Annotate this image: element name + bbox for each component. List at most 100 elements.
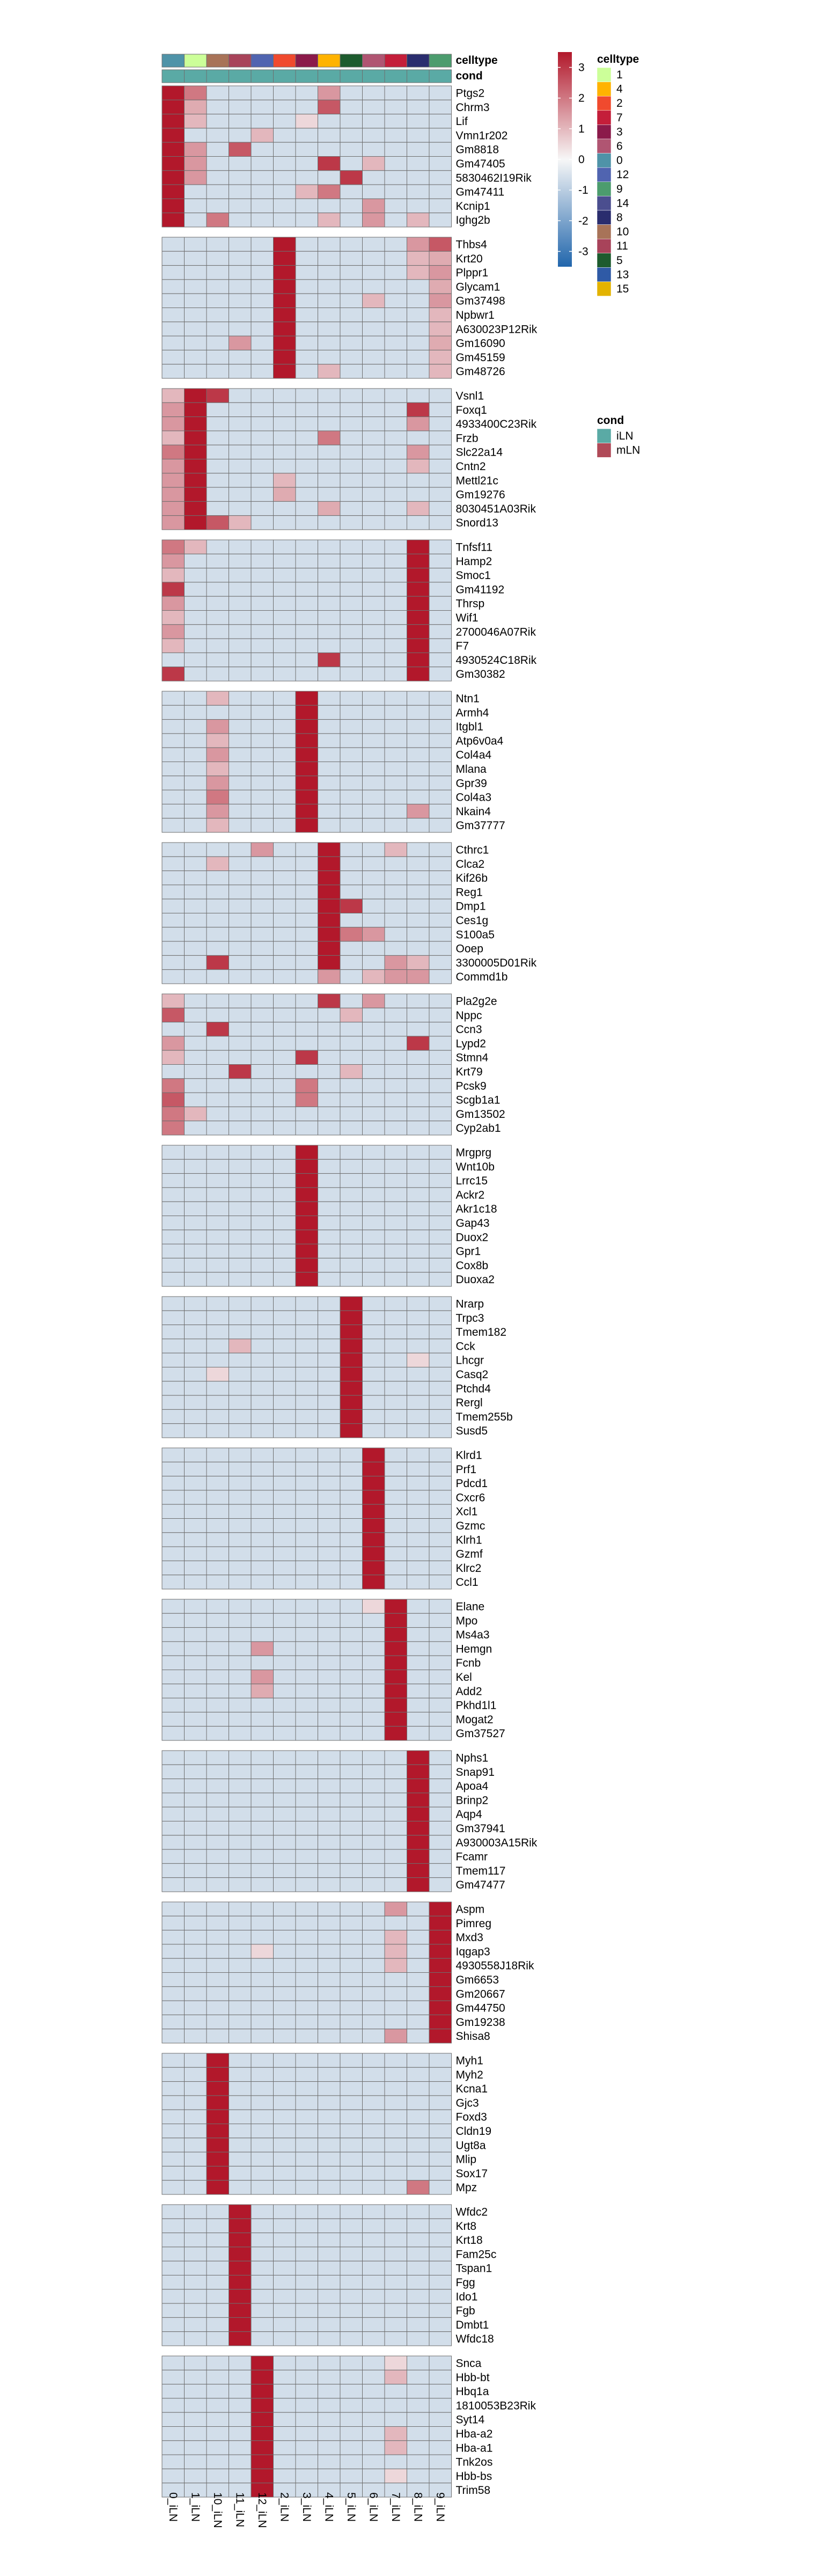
heatmap-cell	[184, 85, 207, 100]
heatmap-cell	[273, 747, 296, 762]
heatmap-cell	[206, 444, 229, 460]
gene-label: Wfdc18	[456, 2333, 494, 2345]
heatmap-cell	[318, 2165, 341, 2181]
heatmap-cell	[340, 1447, 363, 1462]
heatmap-cell	[362, 993, 385, 1008]
heatmap-cell	[251, 1546, 274, 1561]
heatmap-cell	[229, 2440, 252, 2455]
gene-label: Pdcd1	[456, 1477, 488, 1490]
heatmap-cell	[184, 388, 207, 403]
heatmap-cell	[251, 2000, 274, 2015]
heatmap-cell	[407, 114, 430, 129]
heatmap-cell	[384, 1655, 407, 1670]
heatmap-cell	[407, 1821, 430, 1836]
heatmap-cell	[407, 2138, 430, 2153]
heatmap-cell	[273, 691, 296, 706]
heatmap-cell	[161, 1447, 185, 1462]
heatmap-cell	[429, 2398, 452, 2413]
heatmap-cell	[161, 501, 185, 516]
heatmap-cell	[340, 993, 363, 1008]
heatmap-cell	[318, 2053, 341, 2068]
heatmap-cell	[340, 85, 363, 100]
heatmap-cell	[362, 1243, 385, 1258]
heatmap-cell	[206, 1201, 229, 1216]
heatmap-cell	[184, 2081, 207, 2096]
heatmap-cell	[429, 1518, 452, 1533]
heatmap-cell	[251, 856, 274, 872]
heatmap-cell	[161, 1395, 185, 1410]
heatmap-cell	[295, 2124, 318, 2139]
heatmap-cell	[384, 321, 407, 336]
heatmap-cell	[384, 2067, 407, 2082]
heatmap-cell	[251, 691, 274, 706]
heatmap-cell	[407, 1036, 430, 1051]
heatmap-cell	[273, 1792, 296, 1807]
heatmap-cell	[273, 128, 296, 143]
gene-label: 4933400C23Rik	[456, 418, 537, 430]
heatmap-cell	[161, 1835, 185, 1850]
heatmap-cell	[251, 1078, 274, 1093]
heatmap-cell	[407, 705, 430, 720]
gene-label: Mpo	[456, 1615, 478, 1627]
heatmap-cell	[184, 2468, 207, 2484]
heatmap-cell	[229, 2289, 252, 2304]
heatmap-cell	[229, 1367, 252, 1382]
heatmap-cell	[295, 2303, 318, 2318]
heatmap-cell	[429, 293, 452, 309]
heatmap-cell	[384, 1050, 407, 1065]
heatmap-cell	[295, 2014, 318, 2030]
heatmap-cell	[161, 2355, 185, 2370]
heatmap-cell	[384, 1697, 407, 1713]
heatmap-cell	[362, 2369, 385, 2385]
heatmap-cell	[407, 1779, 430, 1794]
gene-label: Gm44750	[456, 2002, 505, 2015]
heatmap-cell	[161, 1532, 185, 1547]
heatmap-cell	[161, 349, 185, 365]
celltype-legend-swatch	[597, 196, 612, 211]
heatmap-cell	[362, 638, 385, 653]
heatmap-cell	[318, 1201, 341, 1216]
heatmap-cell	[362, 596, 385, 611]
heatmap-cell	[295, 2317, 318, 2332]
heatmap-cell	[229, 2412, 252, 2427]
heatmap-cell	[161, 1216, 185, 1231]
gene-label: Ccn3	[456, 1023, 482, 1036]
heatmap-cell	[229, 1750, 252, 1765]
heatmap-cell	[273, 2331, 296, 2346]
heatmap-cell	[340, 638, 363, 653]
celltype-legend-swatch	[597, 167, 612, 182]
heatmap-cell	[229, 2384, 252, 2399]
heatmap-cell	[229, 2095, 252, 2110]
heatmap-cell	[251, 2483, 274, 2498]
heatmap-cell	[229, 775, 252, 791]
heatmap-cell	[318, 539, 341, 554]
heatmap-cell	[229, 1490, 252, 1505]
heatmap-cell	[206, 2233, 229, 2248]
heatmap-cell	[340, 1064, 363, 1079]
gene-label: Ccl1	[456, 1576, 479, 1589]
heatmap-cell	[384, 251, 407, 266]
heatmap-cell	[295, 1655, 318, 1670]
heatmap-cell	[362, 1711, 385, 1727]
heatmap-cell	[407, 430, 430, 445]
heatmap-cell	[384, 1792, 407, 1807]
heatmap-cell	[273, 969, 296, 984]
heatmap-cell	[362, 1792, 385, 1807]
heatmap-cell	[340, 1121, 363, 1136]
heatmap-cell	[384, 349, 407, 365]
heatmap-cell	[229, 1670, 252, 1685]
heatmap-cell	[407, 539, 430, 554]
heatmap-cell	[407, 2014, 430, 2030]
heatmap-cell	[251, 1670, 274, 1685]
heatmap-cell	[295, 913, 318, 928]
heatmap-cell	[161, 444, 185, 460]
heatmap-cell	[407, 501, 430, 516]
heatmap-cell	[206, 1532, 229, 1547]
heatmap-cell	[407, 941, 430, 956]
heatmap-cell	[407, 2081, 430, 2096]
heatmap-cell	[206, 99, 229, 115]
heatmap-cell	[362, 2275, 385, 2290]
heatmap-cell	[429, 2260, 452, 2276]
heatmap-cell	[206, 2275, 229, 2290]
heatmap-cell	[229, 2138, 252, 2153]
